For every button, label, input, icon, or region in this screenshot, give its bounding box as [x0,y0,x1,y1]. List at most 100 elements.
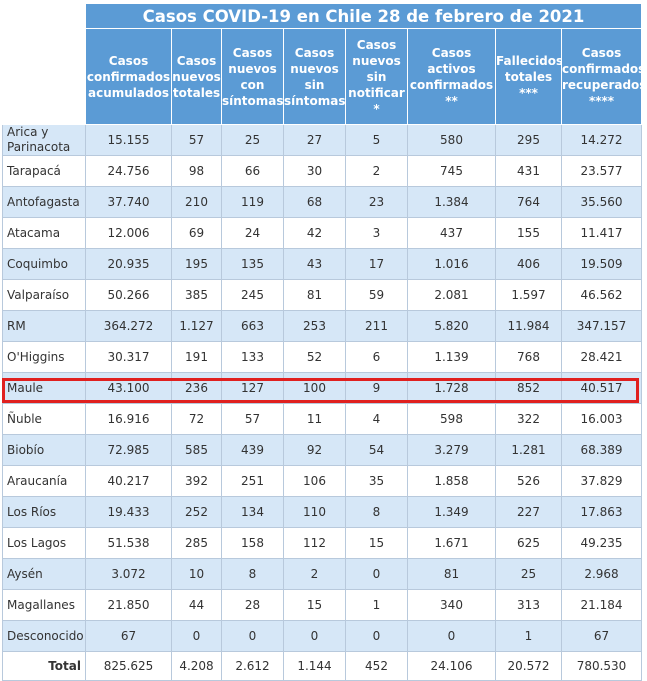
table-cell: 4 [345,403,408,435]
table-cell: 35 [345,465,408,497]
table-cell: 452 [345,651,408,681]
table-cell: 21.184 [560,589,643,621]
table-cell: 15 [283,589,346,621]
table-cell: 2 [345,155,408,187]
covid-table: Casos COVID-19 en Chile 28 de febrero de… [2,3,643,681]
table-cell: 245 [221,279,284,311]
table-cell: 11.984 [495,310,562,342]
table-cell: 92 [283,434,346,466]
table-cell: 25 [495,558,562,590]
table-cell: 764 [495,186,562,218]
table-cell: 852 [495,372,562,404]
table-cell: 745 [407,155,496,187]
table-title: Casos COVID-19 en Chile 28 de febrero de… [84,3,643,29]
table-cell: 236 [171,372,222,404]
table-cell: 1 [495,620,562,652]
table-cell: 0 [221,620,284,652]
region-name: Los Ríos [2,496,86,528]
table-row: Coquimbo 20.935 195 135 43 17 1.016 406 19.509 [2,248,643,280]
table-row: Valparaíso 50.266 385 245 81 59 2.081 1.597 46.5… [2,279,643,311]
region-name: Maule [2,372,86,404]
table-row: Biobío 72.985 585 439 92 54 3.279 1.281 68.389 [2,434,643,466]
region-name: Los Lagos [2,527,86,559]
total-row: Total 825.625 4.208 2.612 1.144 452 24.106 20.5… [2,651,643,681]
table-cell: 17.863 [560,496,643,528]
table-cell: 20.572 [495,651,562,681]
corner-cell [2,28,86,125]
table-row: Aysén 3.072 10 8 2 0 81 25 2.968 [2,558,643,590]
table-cell: 81 [407,558,496,590]
region-name: Magallanes [2,589,86,621]
table-cell: 51.538 [85,527,172,559]
table-cell: 42 [283,217,346,249]
table-cell: 195 [171,248,222,280]
table-row: O'Higgins 30.317 191 133 52 6 1.139 768 28.421 [2,341,643,373]
table-row: Magallanes 21.850 44 28 15 1 340 313 21.184 [2,589,643,621]
table-cell: 1.597 [495,279,562,311]
table-row: Maule 43.100 236 127 100 9 1.728 852 40.517 [2,372,643,404]
table-cell: 24.106 [407,651,496,681]
table-cell: 825.625 [85,651,172,681]
header-row: Casos confirmados acumulados Casos nuevos… [2,28,643,125]
region-name: Araucanía [2,465,86,497]
table-cell: 35.560 [560,186,643,218]
table-cell: 385 [171,279,222,311]
table-cell: 585 [171,434,222,466]
table-cell: 3.279 [407,434,496,466]
table-cell: 17 [345,248,408,280]
table-cell: 3.072 [85,558,172,590]
region-name: Ñuble [2,403,86,435]
table-cell: 8 [221,558,284,590]
table-cell: 23.577 [560,155,643,187]
region-name: Coquimbo [2,248,86,280]
region-name: O'Higgins [2,341,86,373]
table-row: Arica y Parinacota 15.155 57 25 27 5 580 295 14.… [2,124,643,156]
table-cell: 158 [221,527,284,559]
table-row: RM 364.272 1.127 663 253 211 5.820 11.984 347.15… [2,310,643,342]
table-row: Tarapacá 24.756 98 66 30 2 745 431 23.577 [2,155,643,187]
table-cell: 49.235 [560,527,643,559]
table-cell: 119 [221,186,284,218]
table-cell: 68.389 [560,434,643,466]
table-cell: 21.850 [85,589,172,621]
table-cell: 11.417 [560,217,643,249]
table-cell: 598 [407,403,496,435]
table-cell: 19.433 [85,496,172,528]
table-cell: 1.127 [171,310,222,342]
table-cell: 364.272 [85,310,172,342]
table-cell: 347.157 [560,310,643,342]
table-cell: 57 [171,124,222,156]
table-cell: 43.100 [85,372,172,404]
table-cell: 20.935 [85,248,172,280]
table-body: Arica y Parinacota 15.155 57 25 27 5 580 295 14.… [2,124,643,681]
table-cell: 133 [221,341,284,373]
table-cell: 14.272 [560,124,643,156]
table-cell: 1.016 [407,248,496,280]
table-cell: 8 [345,496,408,528]
table-cell: 1.281 [495,434,562,466]
table-cell: 135 [221,248,284,280]
table-cell: 44 [171,589,222,621]
table-cell: 69 [171,217,222,249]
column-header: Casos confirmados acumulados [85,28,172,125]
table-cell: 59 [345,279,408,311]
table-cell: 110 [283,496,346,528]
table-cell: 23 [345,186,408,218]
table-cell: 3 [345,217,408,249]
table-cell: 1.349 [407,496,496,528]
table-cell: 72.985 [85,434,172,466]
table-cell: 16.003 [560,403,643,435]
table-cell: 25 [221,124,284,156]
table-cell: 1.139 [407,341,496,373]
table-cell: 24 [221,217,284,249]
table-cell: 0 [345,620,408,652]
table-cell: 0 [345,558,408,590]
table-cell: 1 [345,589,408,621]
table-cell: 437 [407,217,496,249]
table-cell: 663 [221,310,284,342]
table-cell: 0 [171,620,222,652]
region-name: Total [2,651,86,681]
column-header: Casos confirmados recuperados **** [560,28,643,125]
table-cell: 0 [407,620,496,652]
table-cell: 252 [171,496,222,528]
